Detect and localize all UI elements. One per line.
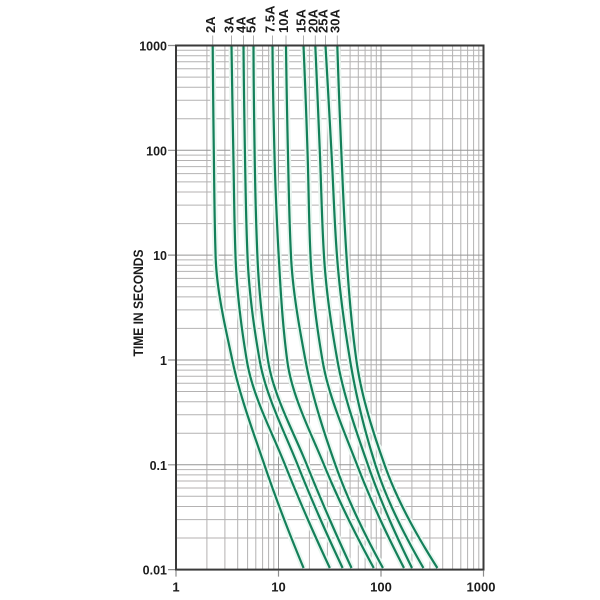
svg-text:1: 1 — [160, 354, 167, 368]
svg-text:4A: 4A — [234, 16, 249, 33]
svg-text:30A: 30A — [328, 9, 343, 33]
svg-text:0.01: 0.01 — [143, 564, 167, 578]
svg-text:10: 10 — [153, 249, 167, 263]
svg-text:1000: 1000 — [139, 40, 167, 54]
svg-text:10: 10 — [271, 580, 285, 595]
svg-text:100: 100 — [370, 580, 392, 595]
svg-text:0.1: 0.1 — [150, 459, 167, 473]
svg-text:15A: 15A — [294, 9, 309, 33]
svg-text:20A: 20A — [306, 9, 321, 33]
svg-text:1: 1 — [172, 580, 179, 595]
svg-text:1000: 1000 — [467, 580, 496, 595]
svg-text:TIME IN SECONDS: TIME IN SECONDS — [130, 250, 146, 357]
svg-text:5A: 5A — [244, 16, 259, 33]
svg-text:7.5A: 7.5A — [263, 5, 278, 33]
svg-text:3A: 3A — [222, 16, 237, 33]
svg-text:100: 100 — [146, 144, 167, 158]
svg-text:25A: 25A — [316, 9, 331, 33]
svg-text:10A: 10A — [276, 9, 291, 33]
svg-text:2A: 2A — [203, 16, 218, 33]
